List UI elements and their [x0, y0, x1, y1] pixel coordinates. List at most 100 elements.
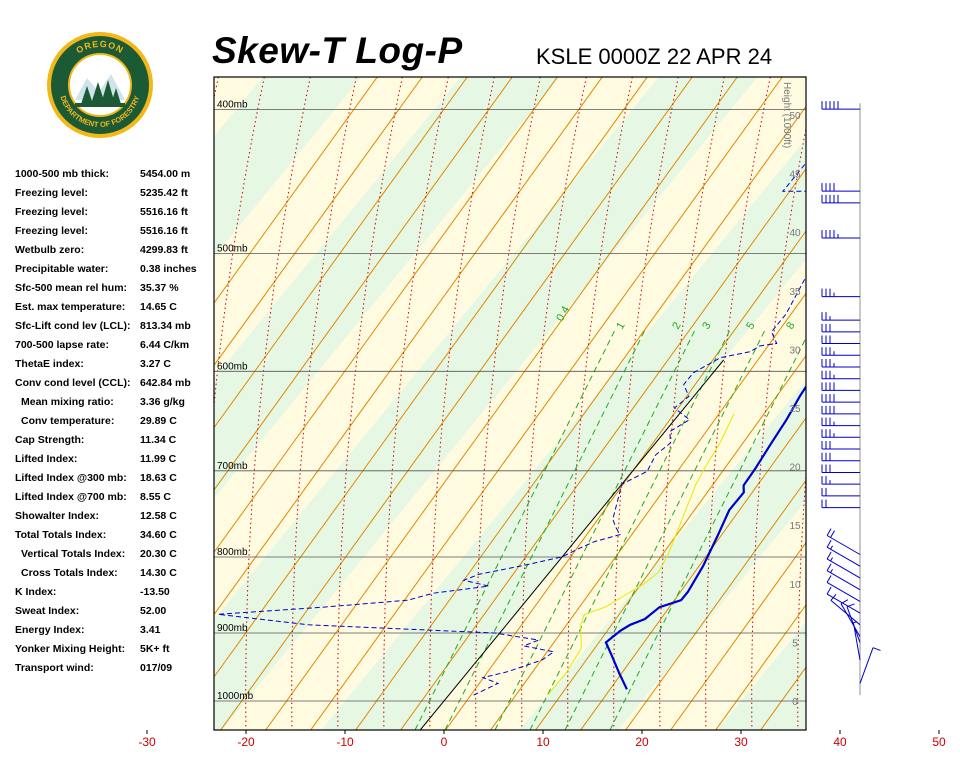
stat-row: ThetaE index: 3.27 C [15, 358, 215, 377]
dry-adiabat [874, 40, 960, 760]
dry-adiabat [310, 77, 783, 730]
stat-row: Freezing level: 5516.16 ft [15, 206, 215, 225]
stat-label: Freezing level: [15, 187, 88, 199]
stat-row: Wetbulb zero: 4299.83 ft [15, 244, 215, 263]
stat-label: Transport wind: [15, 662, 94, 674]
height-tick-label: 30 [789, 345, 801, 356]
plot-border [213, 76, 807, 731]
wind-barb [826, 528, 861, 555]
stat-row: Cross Totals Index: 14.30 C [15, 567, 215, 586]
wind-barb [821, 288, 860, 298]
stat-label: Sfc-Lift cond lev (LCL): [15, 320, 131, 332]
temp-tick-label: -20 [237, 735, 255, 749]
dry-adiabat [355, 105, 806, 730]
wind-barb [826, 575, 861, 602]
stat-label: 700-500 lapse rate: [15, 339, 109, 351]
height-tick-label: 35 [789, 287, 801, 298]
stat-row: Yonker Mixing Height: 5K+ ft [15, 643, 215, 662]
stat-label: Total Totals Index: [15, 529, 107, 541]
stat-label: Cross Totals Index: [21, 567, 118, 579]
stat-row: Precipitable water: 0.38 inches [15, 263, 215, 282]
wind-barb [821, 194, 860, 204]
mixing-ratio-line [529, 329, 731, 730]
height-tick-label: 40 [789, 228, 801, 239]
stat-value: 20.30 C [140, 548, 177, 560]
temp-tick-label: 20 [635, 735, 649, 749]
stat-label: 1000-500 mb thick: [15, 168, 109, 180]
stat-label: Energy Index: [15, 624, 85, 636]
stat-label: ThetaE index: [15, 358, 84, 370]
stat-value: 6.44 C/km [140, 339, 190, 351]
stat-label: Showalter Index: [15, 510, 100, 522]
wind-barb [821, 101, 860, 110]
stat-row: Freezing level: 5516.16 ft [15, 225, 215, 244]
stat-row: Energy Index: 3.41 [15, 624, 215, 643]
pressure-label: 500mb [217, 244, 248, 255]
mixing-ratio-label: 3 [700, 320, 713, 331]
mixing-ratio-label: 1 [614, 320, 627, 331]
wind-barb [821, 417, 860, 427]
dry-adiabat [220, 77, 693, 730]
oregon-forestry-logo: OREGON DEPARTMENT OF FORESTRY [45, 30, 155, 140]
wind-barb [821, 441, 860, 450]
height-tick-label: 25 [789, 404, 801, 415]
stat-row: Conv temperature: 29.89 C [15, 415, 215, 434]
dry-adiabat [214, 77, 603, 616]
dry-adiabat [490, 292, 806, 730]
stat-value: 3.27 C [140, 358, 171, 370]
mixing-ratio-line [444, 329, 646, 730]
dry-adiabat [670, 541, 806, 730]
temperature-band [214, 77, 560, 499]
dry-adiabat [535, 354, 806, 730]
stat-row: Freezing level: 5235.42 ft [15, 187, 215, 206]
temperature-band [907, 67, 960, 740]
stat-label: Precipitable water: [15, 263, 109, 275]
wind-barb [826, 563, 861, 591]
stat-row: Lifted Index: 11.99 C [15, 453, 215, 472]
wind-barb [821, 464, 860, 473]
wind-barb [826, 540, 861, 567]
wind-barb [821, 487, 860, 497]
dry-adiabat [580, 417, 806, 730]
wind-barb [859, 647, 881, 684]
dry-adiabat [214, 77, 378, 304]
stat-label: Cap Strength: [15, 434, 85, 446]
dry-adiabat [445, 230, 806, 730]
stat-value: 3.41 [140, 624, 161, 636]
mixing-ratio-line [564, 329, 766, 730]
wind-barb [821, 370, 860, 380]
moist-adiabat [890, 50, 960, 740]
stat-value: 5516.16 ft [140, 206, 188, 218]
stat-label: Lifted Index: [15, 453, 78, 465]
stat-row: Sfc-500 mean rel hum: 35.37 % [15, 282, 215, 301]
stat-value: 5516.16 ft [140, 225, 188, 237]
dry-adiabat [214, 77, 648, 678]
pressure-label: 900mb [217, 623, 248, 634]
stat-label: Vertical Totals Index: [21, 548, 126, 560]
stat-value: 29.89 C [140, 415, 177, 427]
dry-adiabat [214, 77, 558, 554]
dewpoint-line [218, 162, 806, 696]
temp-tick-label: -10 [336, 735, 354, 749]
temp-tick-label: 40 [833, 735, 847, 749]
stat-value: 017/09 [140, 662, 173, 674]
stat-label: Mean mixing ratio: [21, 396, 114, 408]
stat-label: Sfc-500 mean rel hum: [15, 282, 128, 294]
station-label: KSLE 0000Z 22 APR 24 [536, 44, 773, 69]
temperature-band [808, 67, 960, 740]
moist-adiabat [108, 50, 178, 740]
dry-adiabat [829, 40, 960, 760]
stat-value: 3.36 g/kg [140, 396, 185, 408]
stat-row: Mean mixing ratio: 3.36 g/kg [15, 396, 215, 415]
stat-row: Vertical Totals Index: 20.30 C [15, 548, 215, 567]
mixing-ratio-line [414, 329, 616, 730]
height-tick-label: 5 [792, 638, 798, 649]
stat-value: 8.55 C [140, 491, 171, 503]
mixing-ratio-line [609, 336, 806, 730]
stat-label: Conv cond level (CCL): [15, 377, 131, 389]
stat-row: Showalter Index: 12.58 C [15, 510, 215, 529]
mixing-ratio-label: 2 [670, 320, 683, 331]
moist-adiabat [844, 50, 914, 740]
stat-label: Conv temperature: [21, 415, 115, 427]
